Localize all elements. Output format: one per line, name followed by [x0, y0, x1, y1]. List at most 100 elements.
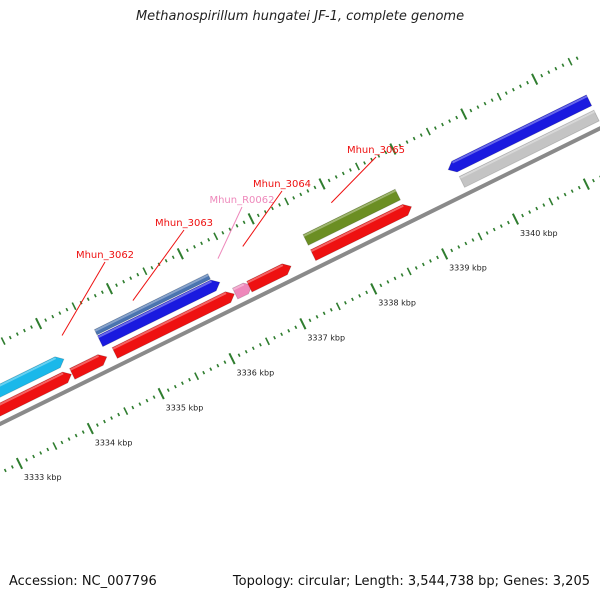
inner-tick-mark	[194, 372, 200, 381]
inner-tick-mark	[436, 255, 439, 260]
feature-highlight	[112, 292, 227, 350]
outer-tick-mark	[377, 154, 381, 158]
outer-tick-mark	[136, 272, 140, 277]
outer-tick-mark	[575, 56, 579, 61]
inner-tick-mark	[110, 416, 113, 420]
inner-tick-mark	[335, 302, 341, 311]
inner-tick-mark	[563, 192, 567, 197]
inner-tick-mark	[577, 185, 581, 190]
outer-tick-mark	[235, 224, 239, 228]
inner-tick-mark	[379, 283, 383, 288]
inner-tick-mark	[15, 457, 23, 470]
feature-highlight	[69, 355, 100, 371]
inner-tick-mark	[393, 276, 397, 281]
outer-tick-mark	[122, 279, 126, 284]
outer-tick-mark	[142, 267, 148, 276]
feature-cds-steelblue	[93, 273, 211, 336]
inner-tick-mark	[343, 301, 347, 305]
inner-tick-mark	[308, 318, 312, 323]
outer-tick-ring	[0, 56, 579, 346]
outer-tick-mark	[129, 276, 133, 280]
genome-summary-text: Topology: circular; Length: 3,544,738 bp…	[232, 574, 590, 589]
inner-tick-mark	[406, 267, 412, 276]
inner-tick-mark	[492, 227, 496, 232]
scale-label: 3333 kbp	[24, 473, 62, 482]
gene-label: Mhun_R0062	[209, 195, 274, 206]
feature-cds-blue-3063	[96, 279, 221, 348]
gene-label-leader	[132, 229, 185, 301]
outer-tick-mark	[540, 73, 544, 78]
feature-cds-red-3062	[69, 354, 108, 380]
outer-tick-mark	[419, 133, 423, 137]
outer-tick-mark	[8, 335, 12, 340]
inner-tick-mark	[25, 458, 28, 462]
outer-tick-mark	[318, 178, 326, 190]
inner-tick-mark	[457, 245, 461, 249]
outer-tick-mark	[221, 231, 225, 235]
outer-tick-mark	[242, 220, 246, 225]
feature-highlight	[303, 189, 397, 237]
inner-tick-mark	[152, 395, 156, 399]
outer-tick-mark	[363, 161, 366, 165]
inner-tick-mark	[157, 387, 165, 400]
feature-highlight	[452, 95, 588, 164]
inner-tick-mark	[294, 325, 298, 330]
feature-cds-grey-right	[458, 109, 600, 188]
outer-tick-mark	[526, 80, 529, 85]
feature-cds-blue-right	[447, 94, 593, 173]
outer-tick-mark	[476, 105, 480, 109]
inner-tick-mark	[74, 433, 78, 438]
outer-tick-mark	[193, 244, 196, 249]
outer-tick-mark	[306, 189, 310, 193]
inner-tick-mark	[421, 262, 425, 267]
feature-cds-red-3063	[111, 291, 235, 359]
outer-tick-mark	[490, 98, 494, 102]
outer-tick-mark	[278, 203, 281, 207]
outer-tick-mark	[93, 293, 97, 298]
outer-tick-mark	[86, 297, 90, 301]
outer-tick-mark	[567, 57, 573, 66]
outer-tick-mark	[213, 232, 219, 241]
outer-tick-mark	[434, 126, 437, 130]
outer-tick-mark	[511, 87, 515, 92]
outer-tick-mark	[292, 196, 296, 200]
inner-tick-mark	[32, 454, 36, 459]
outer-tick-mark	[150, 265, 154, 270]
inner-tick-mark	[414, 266, 418, 270]
gene-label: Mhun_3062	[76, 250, 134, 261]
inner-tick-mark	[570, 189, 574, 193]
outer-tick-mark	[348, 168, 352, 172]
outer-tick-mark	[384, 150, 388, 155]
feature-highlight	[97, 280, 212, 339]
inner-tick-mark	[506, 220, 510, 225]
inner-tick-mark	[592, 178, 595, 183]
inner-tick-mark	[556, 196, 560, 200]
inner-tick-mark	[370, 283, 378, 295]
accession-text: Accession: NC_007796	[9, 574, 157, 589]
feature-highlight	[94, 274, 209, 332]
feature-rrna-R0062	[231, 282, 253, 300]
outer-tick-mark	[389, 143, 397, 155]
outer-tick-mark	[354, 162, 360, 171]
gene-label-leader	[330, 156, 377, 204]
outer-tick-mark	[554, 66, 558, 71]
outer-tick-mark	[105, 282, 114, 295]
inner-tick-mark	[216, 363, 220, 368]
outer-tick-mark	[448, 119, 452, 123]
backbone-group	[0, 126, 600, 427]
inner-tick-mark	[46, 447, 50, 452]
outer-tick-mark	[247, 213, 255, 225]
inner-tick-mark	[95, 423, 99, 427]
outer-tick-mark	[200, 241, 204, 246]
inner-tick-mark	[145, 398, 149, 403]
inner-tick-mark	[485, 231, 489, 235]
inner-tick-mark	[441, 248, 449, 260]
feature-highlight	[310, 204, 404, 253]
gene-label: Mhun_3063	[155, 218, 213, 229]
gene-label-leader	[61, 261, 106, 336]
inner-tick-mark	[202, 370, 206, 375]
outer-tick-mark	[207, 238, 211, 242]
inner-tick-mark	[228, 352, 236, 365]
inner-tick-mark	[280, 332, 284, 337]
